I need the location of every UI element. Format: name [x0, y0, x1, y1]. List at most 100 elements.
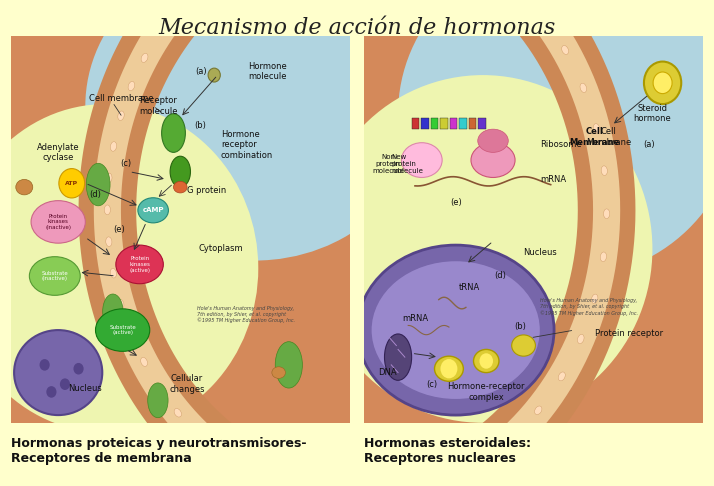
Ellipse shape: [507, 436, 515, 444]
Text: Adenylate
cyclase: Adenylate cyclase: [37, 143, 79, 162]
Bar: [421, 118, 428, 129]
Ellipse shape: [174, 181, 187, 193]
Ellipse shape: [272, 367, 286, 379]
Ellipse shape: [216, 451, 224, 458]
Bar: [478, 118, 486, 129]
Circle shape: [59, 169, 85, 198]
Circle shape: [208, 68, 221, 82]
Bar: [431, 118, 438, 129]
Bar: [459, 118, 466, 129]
Ellipse shape: [471, 143, 515, 177]
Bar: [468, 118, 476, 129]
Text: Protein receptor: Protein receptor: [595, 330, 663, 338]
Text: Protein
kinases
(inactive): Protein kinases (inactive): [45, 214, 71, 230]
Text: Receptor
molecule: Receptor molecule: [140, 96, 178, 116]
Ellipse shape: [385, 334, 411, 381]
Ellipse shape: [156, 384, 164, 393]
Ellipse shape: [96, 309, 150, 351]
Text: Hormonas esteroidales:
Receptores nucleares: Hormonas esteroidales: Receptores nuclea…: [364, 437, 531, 466]
Text: Non
protein
molecule: Non protein molecule: [372, 154, 404, 174]
Ellipse shape: [110, 268, 116, 278]
Ellipse shape: [398, 0, 714, 278]
Text: G protein: G protein: [187, 187, 226, 195]
FancyArrowPatch shape: [69, 172, 71, 181]
Text: tRNA: tRNA: [458, 283, 480, 292]
Text: (c): (c): [426, 380, 438, 389]
Polygon shape: [94, 0, 283, 486]
Text: Cell membrane: Cell membrane: [89, 94, 154, 103]
FancyArrowPatch shape: [69, 186, 71, 194]
Text: (e): (e): [114, 225, 125, 234]
Ellipse shape: [240, 467, 248, 475]
Text: Cytoplasm: Cytoplasm: [198, 244, 243, 254]
Ellipse shape: [141, 357, 148, 366]
Circle shape: [441, 359, 458, 379]
Text: Steroid
hormone: Steroid hormone: [633, 104, 671, 123]
Ellipse shape: [106, 173, 112, 183]
Ellipse shape: [14, 330, 102, 415]
Text: Hormone-receptor
complex: Hormone-receptor complex: [448, 382, 525, 401]
Ellipse shape: [116, 245, 164, 284]
Ellipse shape: [512, 335, 536, 356]
FancyArrowPatch shape: [64, 185, 70, 190]
Bar: [450, 118, 457, 129]
Ellipse shape: [478, 129, 508, 153]
Ellipse shape: [256, 485, 264, 486]
Ellipse shape: [86, 163, 110, 206]
FancyArrowPatch shape: [73, 186, 75, 194]
Ellipse shape: [435, 356, 463, 382]
Ellipse shape: [476, 461, 483, 469]
Text: Hormone
molecule: Hormone molecule: [248, 62, 287, 81]
Circle shape: [39, 359, 50, 371]
Ellipse shape: [441, 480, 450, 486]
Ellipse shape: [16, 179, 33, 195]
Ellipse shape: [538, 11, 546, 20]
Text: mRNA: mRNA: [402, 314, 428, 323]
Text: Substrate
(active): Substrate (active): [109, 325, 136, 335]
Text: Hormonas proteicas y neurotransmisores-
Receptores de membrana: Hormonas proteicas y neurotransmisores- …: [11, 437, 306, 466]
Text: Cell
Membrane: Cell Membrane: [585, 127, 631, 147]
Circle shape: [644, 62, 681, 104]
Ellipse shape: [601, 166, 608, 175]
Text: (a): (a): [195, 67, 206, 76]
Ellipse shape: [31, 201, 86, 243]
Ellipse shape: [473, 349, 499, 373]
Text: Cellular
changes: Cellular changes: [169, 375, 205, 394]
Ellipse shape: [161, 114, 186, 153]
Ellipse shape: [170, 156, 191, 187]
Ellipse shape: [29, 257, 80, 295]
Text: New
protein
molecule: New protein molecule: [391, 154, 423, 174]
Ellipse shape: [0, 104, 258, 433]
Text: Protein
kinases
(active): Protein kinases (active): [129, 256, 150, 273]
Text: (b): (b): [514, 322, 526, 331]
Text: (a): (a): [643, 140, 655, 149]
Text: (e): (e): [450, 198, 461, 207]
Ellipse shape: [562, 46, 568, 54]
Ellipse shape: [591, 294, 598, 304]
FancyArrowPatch shape: [64, 176, 70, 181]
Ellipse shape: [128, 329, 134, 338]
FancyArrowPatch shape: [74, 185, 80, 190]
Circle shape: [480, 353, 493, 369]
Ellipse shape: [103, 294, 123, 329]
Text: (c): (c): [121, 159, 131, 169]
Ellipse shape: [157, 27, 164, 36]
FancyArrowPatch shape: [74, 176, 80, 181]
Text: DNA: DNA: [378, 368, 397, 377]
Ellipse shape: [141, 53, 148, 62]
Text: Hormone
receptor
combination: Hormone receptor combination: [221, 130, 273, 159]
Polygon shape: [79, 0, 288, 486]
Ellipse shape: [558, 372, 565, 381]
Ellipse shape: [174, 409, 181, 417]
Ellipse shape: [138, 198, 169, 223]
Text: Nucleus: Nucleus: [523, 248, 558, 257]
Ellipse shape: [275, 342, 303, 388]
Text: (b): (b): [195, 121, 206, 130]
Text: Hole's Human Anatomy and Physiology,
7th edition, by Shier, et al. copyright
©19: Hole's Human Anatomy and Physiology, 7th…: [540, 298, 638, 315]
Ellipse shape: [118, 299, 124, 309]
Ellipse shape: [194, 431, 202, 439]
Circle shape: [60, 379, 70, 390]
Text: ATP: ATP: [65, 181, 79, 186]
Ellipse shape: [600, 252, 606, 261]
Ellipse shape: [535, 406, 542, 415]
